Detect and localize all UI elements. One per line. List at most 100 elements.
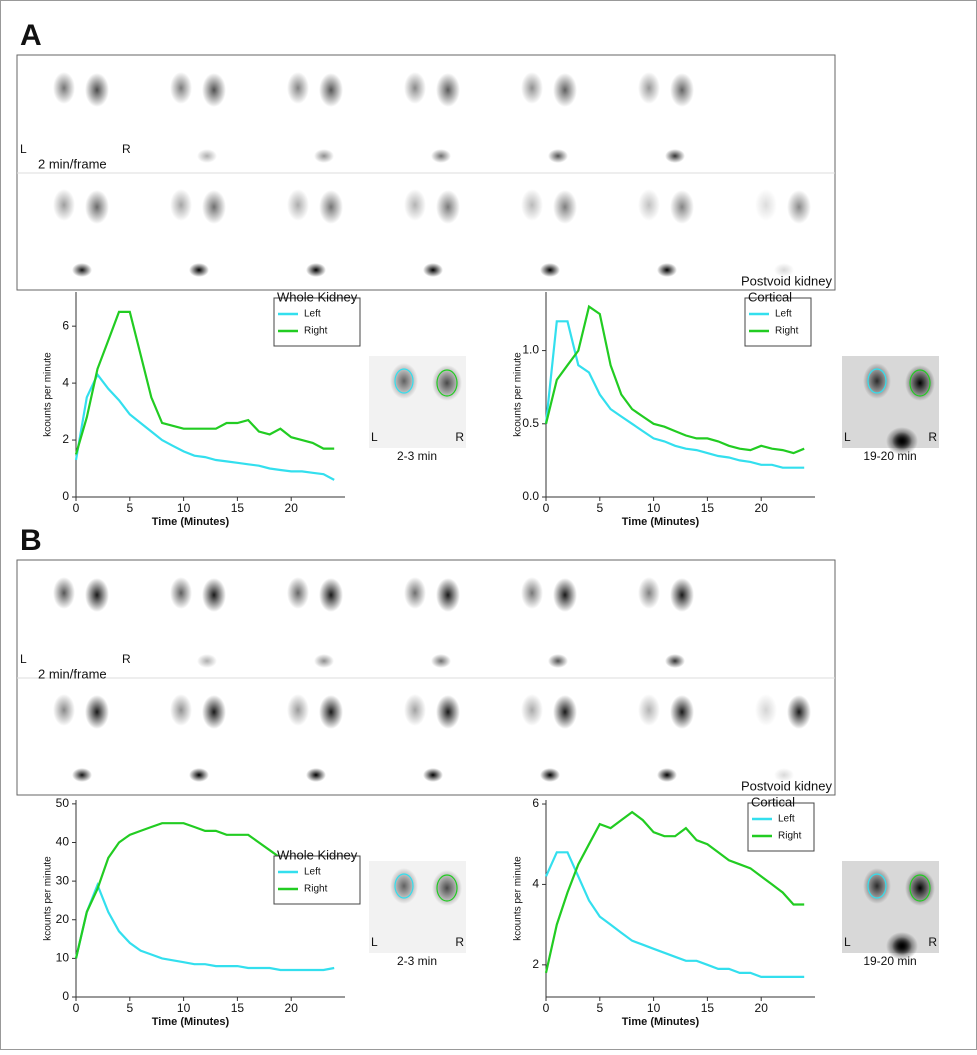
x-tick-label: 10: [177, 1001, 191, 1015]
y-tick-label: 40: [56, 835, 70, 849]
y-tick-label: 0: [62, 989, 69, 1003]
series-line: [74, 372, 335, 481]
series-line: [544, 320, 805, 469]
uptake-blob: [390, 363, 418, 399]
uptake-blob: [287, 694, 309, 726]
legend-box: [273, 855, 361, 905]
uptake-blob: [638, 694, 660, 726]
y-tick-label: 0.0: [522, 489, 539, 503]
uptake-blob: [521, 189, 543, 221]
uptake-blob: [390, 868, 418, 904]
legend-label: Right: [775, 326, 799, 337]
uptake-blob: [85, 190, 109, 224]
uptake-blob: [202, 190, 226, 224]
x-tick-label: 10: [647, 1001, 661, 1015]
legend-label: Right: [304, 326, 328, 337]
thumb-left: L: [844, 430, 851, 444]
y-tick-label: 2: [532, 957, 539, 971]
uptake-blob: [431, 654, 451, 668]
uptake-blob: [548, 149, 568, 163]
orientation-left: L: [20, 142, 27, 156]
thumb-left: L: [844, 935, 851, 949]
x-tick-label: 20: [755, 501, 769, 515]
legend-label: Left: [304, 309, 321, 320]
uptake-blob: [202, 695, 226, 729]
series-line: [544, 810, 805, 974]
uptake-blob: [787, 190, 811, 224]
x-tick-label: 15: [701, 501, 715, 515]
roi-right: [436, 874, 458, 902]
uptake-blob: [638, 577, 660, 609]
series-line: [74, 882, 335, 972]
uptake-blob: [53, 577, 75, 609]
uptake-blob: [787, 695, 811, 729]
y-tick-label: 30: [56, 873, 70, 887]
uptake-blob: [404, 72, 426, 104]
y-tick-label: 1.0: [522, 343, 539, 357]
thumb-right: R: [928, 430, 937, 444]
x-axis-label: Time (Minutes): [622, 1016, 700, 1028]
x-tick-label: 5: [126, 1001, 133, 1015]
thumb-caption: 19-20 min: [863, 954, 916, 968]
uptake-blob: [170, 72, 192, 104]
uptake-blob: [85, 578, 109, 612]
y-tick-label: 6: [532, 796, 539, 810]
x-tick-label: 5: [126, 501, 133, 515]
x-tick-label: 20: [285, 501, 299, 515]
orientation-left: L: [20, 652, 27, 666]
uptake-blob: [755, 694, 777, 726]
uptake-blob: [72, 263, 92, 277]
x-tick-label: 15: [231, 1001, 245, 1015]
uptake-blob: [423, 768, 443, 782]
thumb-right: R: [455, 430, 464, 444]
y-tick-label: 4: [532, 877, 539, 891]
uptake-blob: [774, 768, 794, 782]
uptake-blob: [670, 73, 694, 107]
uptake-blob: [72, 768, 92, 782]
uptake-blob: [53, 189, 75, 221]
x-axis-label: Time (Minutes): [622, 516, 700, 528]
uptake-blob: [436, 73, 460, 107]
orientation-right: R: [122, 142, 131, 156]
uptake-blob: [202, 578, 226, 612]
legend-label: Right: [778, 831, 802, 842]
y-tick-label: 20: [56, 912, 70, 926]
uptake-blob: [319, 190, 343, 224]
uptake-blob: [189, 263, 209, 277]
y-tick-label: 10: [56, 951, 70, 965]
legend-box: [744, 297, 812, 347]
legend-title: Cortical: [751, 794, 795, 809]
thumb-caption: 19-20 min: [863, 449, 916, 463]
uptake-blob: [540, 263, 560, 277]
uptake-blob: [892, 937, 912, 955]
uptake-blob: [521, 694, 543, 726]
x-tick-label: 15: [701, 1001, 715, 1015]
uptake-blob: [665, 149, 685, 163]
y-axis-label: kcounts per minute: [513, 856, 524, 941]
uptake-blob: [53, 694, 75, 726]
uptake-blob: [540, 768, 560, 782]
roi-right: [909, 369, 931, 397]
uptake-blob: [553, 190, 577, 224]
uptake-blob: [436, 695, 460, 729]
uptake-blob: [319, 578, 343, 612]
uptake-blob: [774, 263, 794, 277]
legend-title: Whole Kidney: [277, 289, 358, 304]
x-tick-label: 0: [543, 1001, 550, 1015]
uptake-blob: [314, 149, 334, 163]
x-tick-label: 20: [285, 1001, 299, 1015]
uptake-blob: [657, 263, 677, 277]
uptake-blob: [892, 432, 912, 450]
thumb-caption: 2-3 min: [397, 954, 437, 968]
uptake-blob: [319, 695, 343, 729]
uptake-blob: [287, 189, 309, 221]
uptake-blob: [863, 868, 891, 904]
y-axis-label: kcounts per minute: [513, 352, 524, 437]
uptake-blob: [521, 577, 543, 609]
series-line: [74, 310, 335, 455]
uptake-blob: [553, 695, 577, 729]
uptake-blob: [170, 694, 192, 726]
uptake-blob: [521, 72, 543, 104]
legend-label: Right: [304, 884, 328, 895]
